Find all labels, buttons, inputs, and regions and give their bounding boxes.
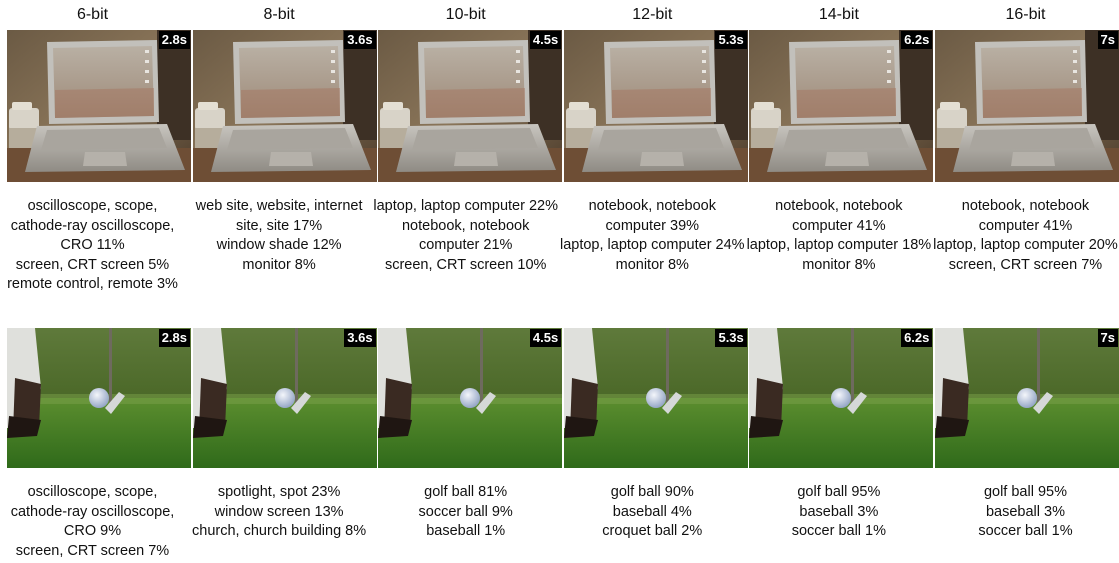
prediction-caption: golf ball 81% soccer ball 9% baseball 1% [373, 483, 558, 561]
laptop-caption-row: oscilloscope, scope, cathode-ray oscillo… [0, 197, 1119, 295]
prediction-line: notebook, notebook computer 21% [401, 217, 530, 254]
time-badge: 2.8s [158, 329, 190, 347]
prediction-line: monitor 8% [802, 256, 876, 273]
prediction-line: oscilloscope, scope, cathode-ray oscillo… [10, 198, 175, 253]
time-badge: 6.2s [901, 329, 933, 347]
prediction-line: golf ball 95% [797, 484, 881, 500]
laptop-thumbnail: 4.5s [378, 30, 563, 182]
prediction-line: golf ball 95% [983, 484, 1067, 500]
time-badge: 4.5s [529, 329, 562, 347]
prediction-line: screen, CRT screen 7% [15, 542, 170, 559]
laptop-thumbnail: 7s [934, 30, 1119, 182]
prediction-line: spotlight, spot 23% [217, 484, 341, 500]
golf-thumbnail: 6.2s [749, 328, 934, 468]
golf-caption-row: oscilloscope, scope, cathode-ray oscillo… [0, 483, 1119, 561]
prediction-line: laptop, laptop computer 20% [933, 237, 1118, 253]
column-header: 14-bit [818, 6, 859, 23]
time-badge: 4.5s [529, 31, 562, 49]
column-header: 8-bit [263, 6, 295, 23]
prediction-line: golf ball 81% [424, 484, 508, 500]
time-badge: 7s [1097, 31, 1118, 49]
time-badge: 3.6s [344, 31, 376, 49]
prediction-line: window screen 13% [214, 503, 344, 520]
prediction-line: golf ball 90% [610, 484, 694, 500]
laptop-thumbnail: 6.2s [749, 30, 934, 182]
prediction-line: baseball 1% [426, 523, 506, 539]
prediction-line: church, church building 8% [192, 523, 367, 539]
prediction-caption: web site, website, internet site, site 1… [187, 197, 372, 295]
prediction-line: web site, website, internet site, site 1… [195, 198, 363, 234]
prediction-caption: notebook, notebook computer 41% laptop, l… [746, 197, 932, 295]
time-badge: 6.2s [901, 31, 933, 49]
prediction-line: screen, CRT screen 7% [948, 256, 1103, 273]
prediction-line: monitor 8% [615, 256, 689, 273]
column-header: 12-bit [632, 6, 673, 23]
laptop-thumbnail: 2.8s [7, 30, 191, 182]
prediction-line: notebook, notebook computer 41% [775, 198, 903, 234]
time-badge: 5.3s [715, 329, 747, 347]
time-badge: 5.3s [715, 31, 747, 49]
prediction-line: oscilloscope, scope, cathode-ray oscillo… [10, 484, 175, 539]
prediction-line: notebook, notebook computer 41% [961, 198, 1090, 234]
prediction-caption: oscilloscope, scope, cathode-ray oscillo… [0, 483, 185, 561]
golf-thumbnail: 4.5s [378, 328, 563, 468]
time-badge: 3.6s [344, 329, 376, 347]
prediction-line: soccer ball 9% [418, 503, 513, 520]
golf-thumbnail: 5.3s [563, 328, 748, 468]
prediction-caption: spotlight, spot 23% window screen 13% chur… [187, 483, 372, 561]
prediction-line: baseball 4% [612, 503, 692, 520]
prediction-caption: golf ball 90% baseball 4% croquet ball 2% [560, 483, 745, 561]
time-badge: 7s [1097, 329, 1118, 347]
laptop-image-row: 2.8s 3.6s [7, 30, 1119, 182]
prediction-line: laptop, laptop computer 18% [746, 237, 932, 253]
prediction-line: baseball 3% [985, 503, 1065, 520]
column-header: 16-bit [1005, 6, 1046, 23]
column-header: 10-bit [445, 6, 486, 23]
prediction-line: screen, CRT screen 5% [15, 256, 170, 273]
prediction-caption: laptop, laptop computer 22% notebook, not… [373, 197, 558, 295]
golf-thumbnail: 7s [934, 328, 1119, 468]
prediction-caption: golf ball 95% baseball 3% soccer ball 1% [746, 483, 931, 561]
prediction-line: screen, CRT screen 10% [384, 256, 547, 273]
prediction-caption: golf ball 95% baseball 3% soccer ball 1% [933, 483, 1118, 561]
prediction-line: soccer ball 1% [978, 523, 1073, 539]
prediction-caption: notebook, notebook computer 39% laptop, l… [560, 197, 745, 295]
laptop-thumbnail: 3.6s [192, 30, 377, 182]
prediction-line: soccer ball 1% [791, 523, 887, 539]
golf-thumbnail: 2.8s [7, 328, 191, 468]
time-badge: 2.8s [158, 31, 190, 49]
column-header: 6-bit [76, 6, 109, 23]
column-header-row: 6-bit 8-bit 10-bit 12-bit 14-bit 16-bit [0, 0, 1119, 30]
prediction-caption: notebook, notebook computer 41% laptop, l… [933, 197, 1118, 295]
prediction-caption: oscilloscope, scope, cathode-ray oscillo… [0, 197, 185, 295]
prediction-line: croquet ball 2% [602, 523, 703, 539]
prediction-line: notebook, notebook computer 39% [588, 198, 716, 234]
prediction-line: laptop, laptop computer 24% [559, 237, 745, 253]
prediction-line: remote control, remote 3% [7, 276, 178, 292]
golf-thumbnail: 3.6s [192, 328, 377, 468]
laptop-thumbnail: 5.3s [563, 30, 748, 182]
prediction-line: baseball 3% [799, 503, 879, 520]
prediction-line: window shade 12% [216, 237, 342, 253]
golf-image-row: 2.8s 3.6s [7, 328, 1119, 468]
prediction-line: laptop, laptop computer 22% [373, 198, 558, 214]
prediction-line: monitor 8% [242, 256, 316, 273]
